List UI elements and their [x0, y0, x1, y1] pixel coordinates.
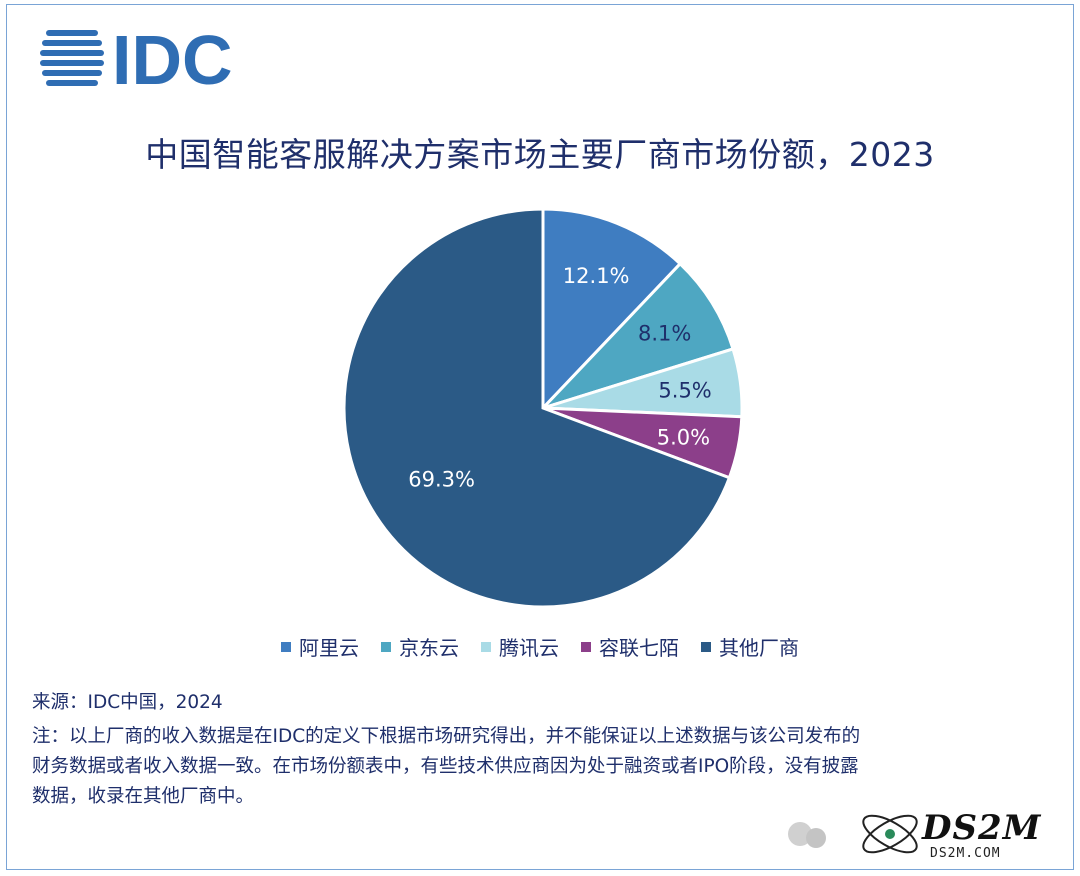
legend-label: 阿里云 — [299, 636, 359, 660]
note-line-2: 财务数据或者收入数据一致。在市场份额表中，有些技术供应商因为处于融资或者IPO阶… — [32, 756, 859, 777]
pie-label-5: 69.3% — [408, 467, 475, 491]
note-line-3: 数据，收录在其他厂商中。 — [32, 786, 255, 807]
legend-swatch — [701, 641, 711, 652]
legend-item-3: 腾讯云 — [481, 632, 559, 661]
legend-item-1: 阿里云 — [281, 632, 359, 661]
chart-legend: 阿里云 京东云 腾讯云 容联七陌 其他厂商 — [0, 632, 1080, 661]
pie-slice-2 — [537, 261, 735, 412]
pie-slice-1 — [541, 207, 683, 412]
legend-label: 腾讯云 — [499, 636, 559, 660]
legend-swatch — [281, 641, 291, 652]
note-line-1: 注：以上厂商的收入数据是在IDC的定义下根据市场研究得出，并不能保证以上述数据与… — [32, 726, 861, 747]
legend-swatch — [481, 641, 491, 652]
notes-section: 来源：IDC中国，2024 注：以上厂商的收入数据是在IDC的定义下根据市场研究… — [32, 688, 1012, 812]
legend-label: 容联七陌 — [599, 636, 679, 660]
legend-label: 京东云 — [399, 636, 459, 660]
watermark-brand: DS2M — [922, 808, 1042, 848]
pie-label-2: 8.1% — [638, 321, 691, 345]
legend-label: 其他厂商 — [719, 636, 799, 660]
watermark-site: DS2M.COM — [930, 846, 1001, 861]
chart-frame — [6, 4, 1074, 870]
pie-slice-5 — [342, 207, 732, 609]
pie-label-4: 5.0% — [657, 426, 710, 450]
idc-logo: IDC — [40, 24, 233, 88]
legend-item-5: 其他厂商 — [701, 632, 799, 661]
legend-swatch — [381, 641, 391, 652]
watermark-logo — [788, 814, 918, 854]
legend-item-2: 京东云 — [381, 632, 459, 661]
pie-label-3: 5.5% — [658, 379, 711, 403]
chart-title: 中国智能客服解决方案市场主要厂商市场份额，2023 — [145, 135, 935, 174]
pie-label-1: 12.1% — [563, 264, 630, 288]
source-text: 来源：IDC中国，2024 — [32, 692, 223, 713]
idc-logo-text: IDC — [112, 24, 233, 88]
legend-item-4: 容联七陌 — [581, 632, 679, 661]
legend-swatch — [581, 641, 591, 652]
